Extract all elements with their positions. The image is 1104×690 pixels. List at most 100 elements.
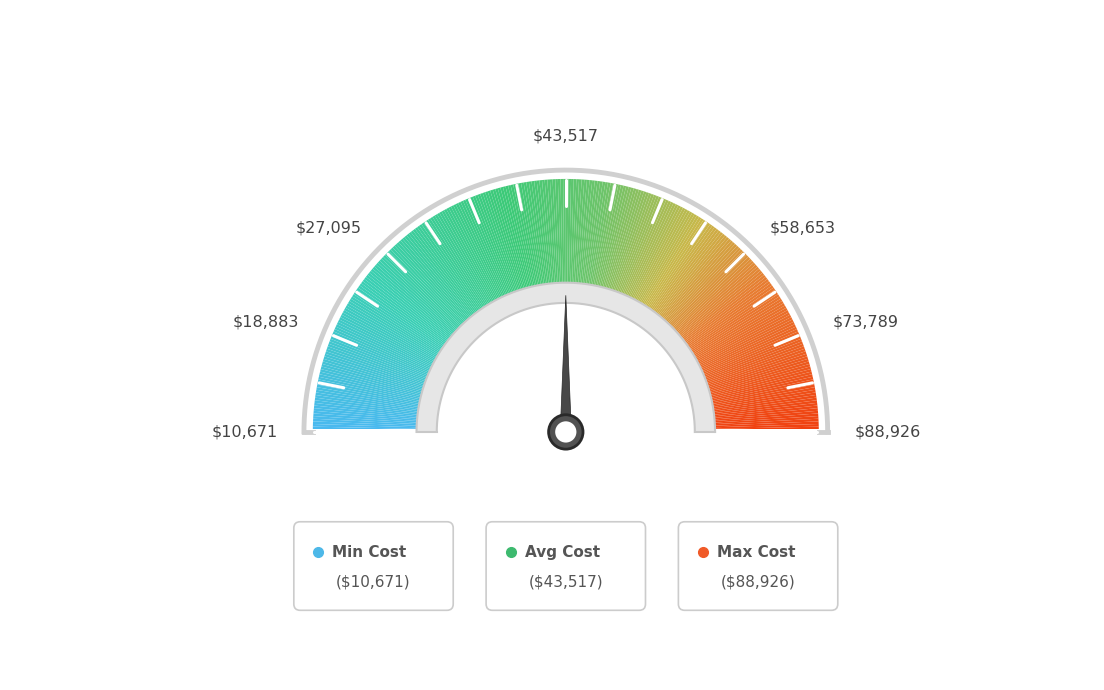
Wedge shape [601, 186, 628, 290]
Wedge shape [646, 219, 705, 310]
Wedge shape [319, 372, 423, 398]
Wedge shape [349, 299, 442, 356]
Wedge shape [317, 387, 422, 408]
Wedge shape [322, 362, 425, 393]
Wedge shape [671, 257, 751, 331]
Wedge shape [319, 374, 423, 400]
Wedge shape [690, 299, 783, 356]
Wedge shape [678, 268, 761, 338]
Wedge shape [712, 422, 819, 427]
Wedge shape [700, 331, 799, 375]
Wedge shape [480, 193, 518, 294]
Wedge shape [702, 339, 802, 380]
Wedge shape [389, 249, 465, 327]
Wedge shape [704, 348, 806, 385]
Text: ($10,671): ($10,671) [337, 575, 411, 590]
Wedge shape [597, 185, 624, 289]
Wedge shape [521, 182, 541, 288]
Wedge shape [688, 292, 778, 352]
Wedge shape [569, 179, 574, 285]
Wedge shape [693, 306, 786, 360]
Wedge shape [544, 179, 555, 286]
Wedge shape [614, 193, 651, 294]
Wedge shape [660, 239, 731, 321]
Text: $73,789: $73,789 [832, 314, 899, 329]
Wedge shape [635, 209, 688, 304]
Wedge shape [506, 186, 532, 289]
Wedge shape [591, 182, 611, 288]
Wedge shape [599, 186, 626, 289]
Wedge shape [346, 306, 438, 360]
Wedge shape [470, 197, 512, 296]
Wedge shape [618, 196, 659, 295]
Wedge shape [658, 235, 728, 319]
Wedge shape [415, 227, 479, 314]
Wedge shape [673, 261, 754, 334]
Wedge shape [712, 419, 818, 426]
Wedge shape [612, 191, 647, 293]
Wedge shape [698, 322, 795, 369]
Wedge shape [587, 181, 605, 287]
Wedge shape [608, 190, 641, 292]
Wedge shape [708, 366, 810, 395]
Wedge shape [699, 326, 797, 373]
Wedge shape [712, 403, 817, 417]
Wedge shape [701, 334, 800, 377]
Wedge shape [492, 189, 524, 291]
Wedge shape [326, 348, 427, 385]
Wedge shape [315, 400, 421, 415]
Wedge shape [645, 218, 703, 309]
Wedge shape [372, 266, 455, 337]
Wedge shape [485, 191, 520, 293]
Wedge shape [314, 416, 420, 424]
Wedge shape [318, 377, 423, 402]
Wedge shape [318, 380, 422, 403]
Wedge shape [363, 279, 449, 344]
Wedge shape [558, 179, 563, 285]
Wedge shape [365, 275, 450, 342]
Wedge shape [672, 259, 752, 333]
Wedge shape [575, 179, 584, 286]
Wedge shape [417, 226, 481, 313]
Wedge shape [603, 187, 631, 290]
Wedge shape [696, 313, 790, 364]
FancyBboxPatch shape [486, 522, 646, 611]
Wedge shape [593, 184, 616, 288]
Wedge shape [656, 232, 723, 317]
Wedge shape [712, 413, 818, 423]
Wedge shape [422, 223, 484, 311]
Wedge shape [573, 179, 582, 286]
Wedge shape [542, 180, 553, 286]
Wedge shape [426, 219, 486, 310]
Wedge shape [710, 382, 815, 404]
Wedge shape [624, 199, 669, 298]
Wedge shape [686, 286, 774, 348]
Wedge shape [580, 180, 592, 286]
Wedge shape [403, 237, 473, 320]
Wedge shape [513, 184, 537, 288]
Wedge shape [628, 203, 676, 300]
Wedge shape [527, 181, 544, 287]
Wedge shape [386, 251, 464, 328]
Wedge shape [640, 214, 697, 306]
Wedge shape [709, 374, 813, 400]
Wedge shape [454, 204, 502, 301]
Wedge shape [709, 372, 813, 398]
Text: Max Cost: Max Cost [716, 544, 795, 560]
Wedge shape [665, 246, 739, 325]
Wedge shape [617, 195, 657, 295]
Wedge shape [680, 273, 764, 341]
Wedge shape [331, 334, 431, 377]
Wedge shape [677, 266, 760, 337]
Wedge shape [315, 397, 421, 413]
Wedge shape [503, 186, 531, 290]
Wedge shape [704, 351, 806, 386]
Wedge shape [335, 326, 433, 373]
Wedge shape [312, 422, 420, 427]
Wedge shape [314, 406, 420, 418]
Wedge shape [508, 185, 534, 289]
Wedge shape [712, 426, 819, 431]
Wedge shape [652, 227, 716, 314]
Wedge shape [540, 180, 552, 286]
Wedge shape [698, 319, 794, 368]
